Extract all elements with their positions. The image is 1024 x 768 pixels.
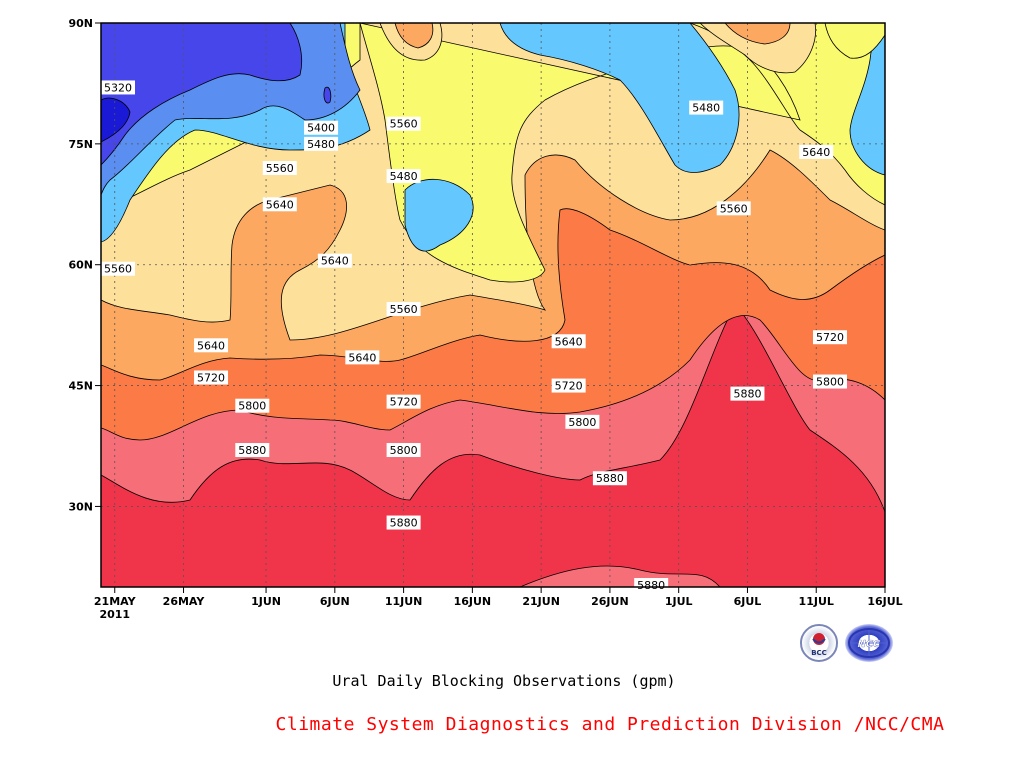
x-tick-label: 21MAY	[94, 595, 137, 608]
svg-text:5480: 5480	[390, 170, 418, 183]
svg-text:5400: 5400	[307, 122, 335, 135]
contour-band	[519, 565, 721, 587]
x-tick-label: 6JUL	[734, 595, 762, 608]
contour-band	[101, 97, 131, 143]
ncc-logo: NCC	[845, 624, 893, 662]
contour-label: 5720	[386, 394, 421, 409]
contour-label: 5720	[812, 330, 847, 345]
contour-label: 5320	[101, 80, 135, 95]
svg-text:5560: 5560	[104, 263, 132, 276]
svg-text:5480: 5480	[692, 102, 720, 115]
contour-label: 5800	[235, 398, 270, 413]
svg-text:5560: 5560	[390, 118, 418, 131]
svg-text:5640: 5640	[321, 255, 349, 268]
svg-text:5720: 5720	[816, 331, 844, 344]
contour-label: 5480	[689, 100, 724, 115]
contour-labels: 5320 5400 5480 5560 5640 5640 5560 5480 5480 5640…	[101, 80, 847, 592]
x-tick-label: 1JUL	[665, 595, 693, 608]
svg-text:5800: 5800	[568, 416, 596, 429]
plot-frame	[100, 22, 886, 588]
contour-label: 5640	[317, 253, 352, 268]
contour-label: 5880	[386, 515, 421, 530]
y-tick-label: 30N	[68, 500, 93, 513]
contour-label: 5800	[565, 414, 600, 429]
svg-text:5640: 5640	[266, 198, 294, 211]
contour-label: 5640	[262, 197, 297, 212]
contour-label: 5560	[716, 201, 751, 216]
svg-text:5560: 5560	[266, 162, 294, 175]
chart-title: Ural Daily Blocking Observations (gpm)	[332, 672, 676, 690]
y-tick-label: 60N	[68, 259, 93, 272]
contour-label: 5640	[345, 350, 380, 365]
svg-text:5640: 5640	[802, 146, 830, 159]
x-tick-label: 11JUN	[385, 595, 423, 608]
x-tick-label: 21JUN	[522, 595, 560, 608]
contour-label: 5640	[799, 144, 834, 159]
svg-text:5880: 5880	[390, 517, 418, 530]
contour-label: 5480	[386, 169, 421, 184]
contour-label: 5640	[194, 338, 229, 353]
svg-text:5800: 5800	[816, 376, 844, 389]
contour-label: 5880	[235, 443, 270, 458]
contour-band	[824, 23, 885, 59]
contour-band	[404, 178, 474, 252]
svg-text:5640: 5640	[197, 339, 225, 352]
contour-band	[394, 23, 434, 49]
contour-band	[323, 86, 332, 104]
svg-text:5560: 5560	[390, 303, 418, 316]
contour-band	[499, 23, 740, 173]
svg-text:5720: 5720	[555, 380, 583, 393]
contour-label: 5560	[386, 302, 421, 317]
credit-line: Climate System Diagnostics and Predictio…	[275, 714, 945, 735]
contour-label: 5560	[101, 261, 135, 276]
svg-text:5800: 5800	[238, 400, 266, 413]
contour-label: 5880	[592, 471, 627, 486]
svg-text:5720: 5720	[197, 372, 225, 385]
contour-label: 5800	[812, 374, 847, 389]
contour-label: 5880	[634, 578, 669, 592]
svg-text:5800: 5800	[390, 444, 418, 457]
y-tick-label: 45N	[68, 380, 93, 393]
contour-label: 5560	[262, 161, 297, 176]
svg-text:5880: 5880	[733, 388, 761, 401]
x-tick-label: 16JUN	[454, 595, 492, 608]
x-tick-label: 6JUN	[320, 595, 350, 608]
svg-text:5640: 5640	[348, 351, 376, 364]
svg-text:5880: 5880	[637, 579, 665, 592]
contour-band	[724, 23, 791, 45]
svg-text:5640: 5640	[555, 335, 583, 348]
ncc-logo-text: NCC	[857, 639, 881, 650]
contour-label: 5880	[730, 386, 765, 401]
contour-band	[101, 23, 303, 166]
bcc-logo-text: BCC	[811, 649, 827, 657]
contour-label: 5720	[551, 378, 586, 393]
bcc-logo: BCC	[800, 624, 838, 662]
contour-bands	[101, 23, 885, 587]
x-year-label: 2011	[99, 608, 130, 621]
contour-label: 5720	[194, 370, 229, 385]
svg-text:5880: 5880	[238, 444, 266, 457]
svg-text:5880: 5880	[596, 472, 624, 485]
x-tick-label: 1JUN	[251, 595, 281, 608]
svg-text:5320: 5320	[104, 81, 132, 94]
x-tick-label: 26JUN	[591, 595, 629, 608]
contour-label: 5800	[386, 443, 421, 458]
contour-label: 5480	[304, 136, 339, 151]
x-tick-label: 11JUL	[799, 595, 834, 608]
contour-label: 5400	[304, 120, 339, 135]
x-tick-label: 16JUL	[867, 595, 902, 608]
contour-label: 5640	[551, 334, 586, 349]
svg-text:5720: 5720	[390, 396, 418, 409]
contour-label: 5560	[386, 116, 421, 131]
svg-text:5560: 5560	[720, 202, 748, 215]
contour-band	[699, 23, 817, 74]
svg-text:5480: 5480	[307, 138, 335, 151]
x-tick-label: 26MAY	[163, 595, 206, 608]
axes: 21MAY 26MAY 1JUN 6JUN 11JUN 16JUN 21JUN 26JUN 1J…	[68, 17, 902, 621]
y-tick-label: 90N	[68, 17, 93, 30]
y-tick-label: 75N	[68, 138, 93, 151]
